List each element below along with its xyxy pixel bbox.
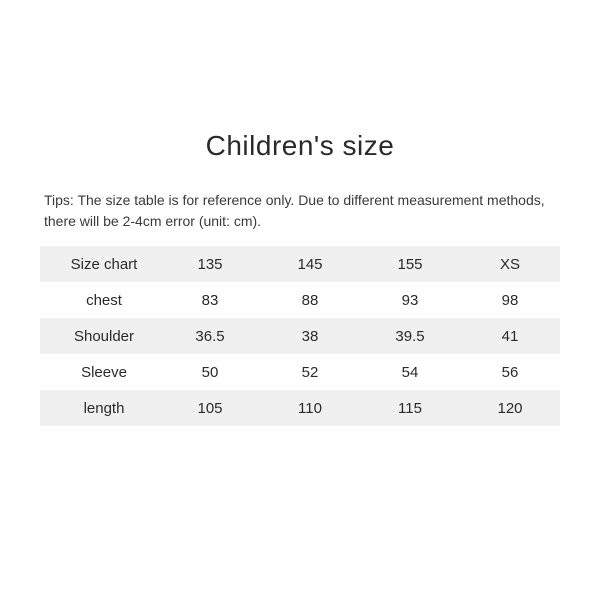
table-row-label: chest (40, 282, 160, 318)
table-cell: 120 (460, 390, 560, 426)
table-cell: 41 (460, 318, 560, 354)
table-header-cell: 135 (160, 246, 260, 282)
size-table: Size chart 135 145 155 XS chest 83 88 93… (40, 246, 560, 426)
table-cell: 93 (360, 282, 460, 318)
table-cell: 39.5 (360, 318, 460, 354)
table-cell: 98 (460, 282, 560, 318)
table-row: length 105 110 115 120 (40, 390, 560, 426)
table-row: Shoulder 36.5 38 39.5 41 (40, 318, 560, 354)
table-row: Sleeve 50 52 54 56 (40, 354, 560, 390)
tips-text: Tips: The size table is for reference on… (40, 190, 560, 232)
table-cell: 36.5 (160, 318, 260, 354)
table-header-label: Size chart (40, 246, 160, 282)
table-header-cell: XS (460, 246, 560, 282)
table-row-label: length (40, 390, 160, 426)
table-header-row: Size chart 135 145 155 XS (40, 246, 560, 282)
table-row-label: Shoulder (40, 318, 160, 354)
table-cell: 54 (360, 354, 460, 390)
table-cell: 88 (260, 282, 360, 318)
table-cell: 52 (260, 354, 360, 390)
table-cell: 38 (260, 318, 360, 354)
table-row: chest 83 88 93 98 (40, 282, 560, 318)
table-cell: 83 (160, 282, 260, 318)
table-header-cell: 145 (260, 246, 360, 282)
table-cell: 115 (360, 390, 460, 426)
table-cell: 110 (260, 390, 360, 426)
table-row-label: Sleeve (40, 354, 160, 390)
table-cell: 105 (160, 390, 260, 426)
table-cell: 50 (160, 354, 260, 390)
table-cell: 56 (460, 354, 560, 390)
table-header-cell: 155 (360, 246, 460, 282)
page-title: Children's size (206, 130, 395, 162)
